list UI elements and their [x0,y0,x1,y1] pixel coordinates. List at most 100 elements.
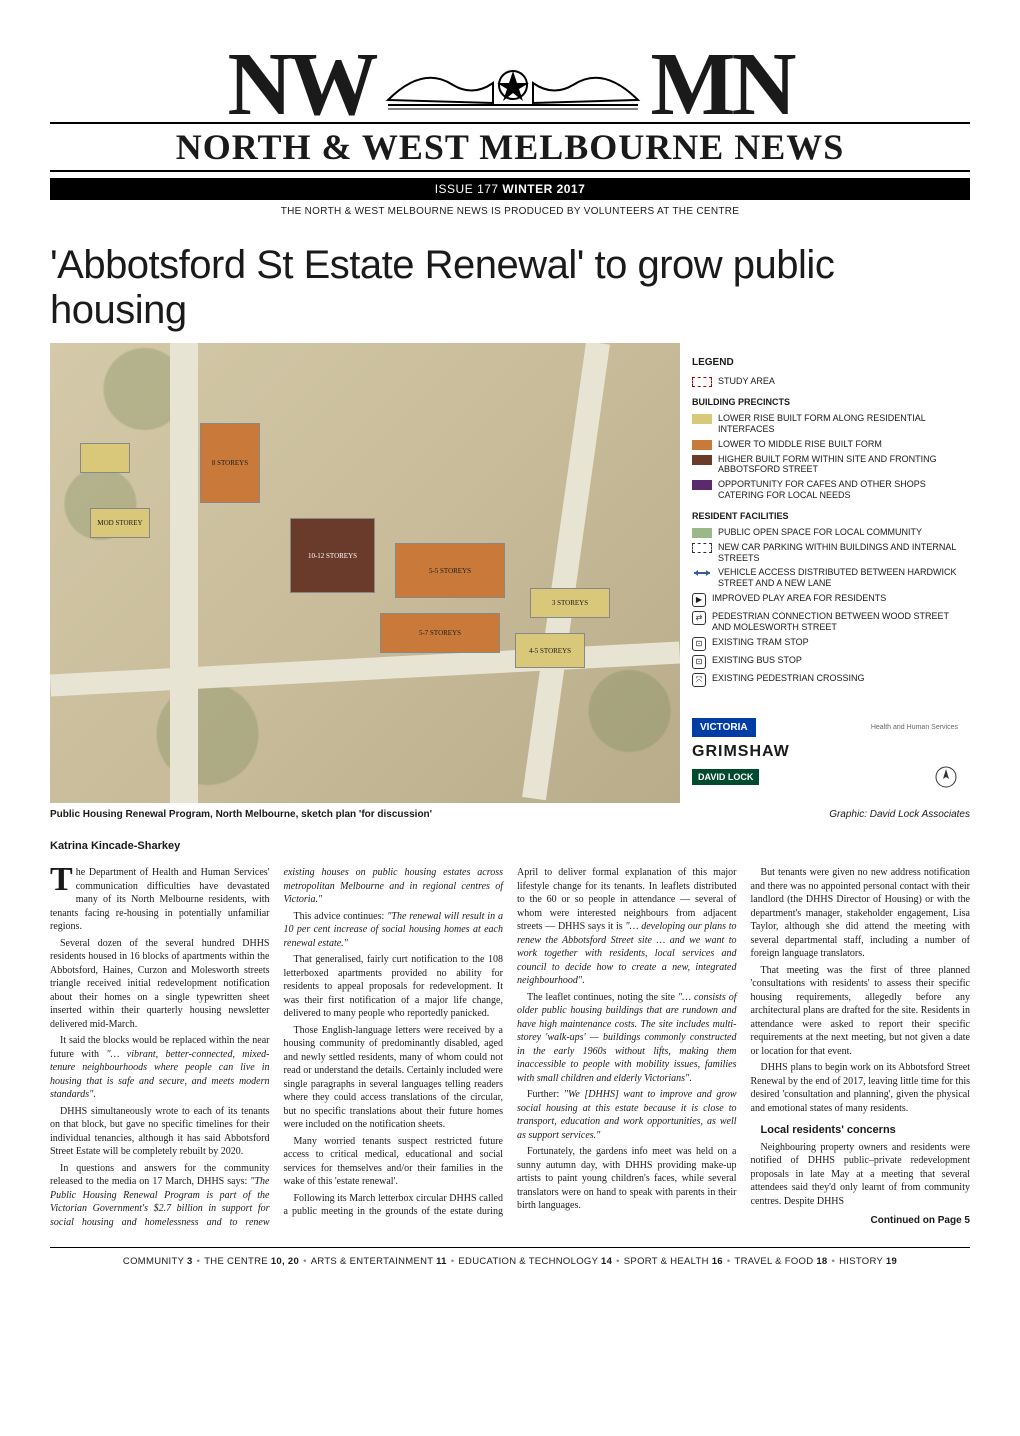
figure-caption: Public Housing Renewal Program, North Me… [50,809,432,820]
legend-section-precincts: BUILDING PRECINCTS [692,397,958,407]
plan-block: MOD STOREY [90,508,150,538]
logo-grimshaw: GRIMSHAW [692,743,958,761]
footer-separator: • [451,1256,455,1267]
article-paragraph: That meeting was the first of three plan… [751,964,971,1059]
legend-label: PEDESTRIAN CONNECTION BETWEEN WOOD STREE… [712,611,958,633]
legend-swatch-icon: ⇄ [692,611,706,625]
masthead-right-letters: MN [651,40,793,130]
legend-item: PUBLIC OPEN SPACE FOR LOCAL COMMUNITY [692,527,958,538]
figure-credit: Graphic: David Lock Associates [829,809,970,820]
legend-swatch-icon: ▶ [692,593,706,607]
footer-separator: • [727,1256,731,1267]
footer-section-link[interactable]: THE CENTRE 10, 20 [204,1256,299,1267]
masthead-ornament-icon [383,55,643,115]
footer-separator: • [303,1256,307,1267]
legend-label: EXISTING PEDESTRIAN CROSSING [712,673,865,684]
legend-swatch-icon [692,568,712,578]
footer-section-link[interactable]: HISTORY 19 [839,1256,897,1267]
footer-separator: • [616,1256,620,1267]
legend-label: EXISTING BUS STOP [712,655,802,666]
legend-swatch-icon [692,455,712,465]
masthead-left-letters: NW [228,40,375,130]
issue-bar: ISSUE 177 WINTER 2017 [50,178,970,200]
legend-item: ⊡ EXISTING BUS STOP [692,655,958,669]
legend-study-area: STUDY AREA [718,376,775,387]
article-paragraph: Many worried tenants suspect restricted … [284,1135,504,1189]
legend-label: LOWER RISE BUILT FORM ALONG RESIDENTIAL … [718,413,958,435]
article-paragraph: Those English-language letters were rece… [284,1024,504,1132]
footer-section-link[interactable]: TRAVEL & FOOD 18 [735,1256,828,1267]
article-paragraph: The Department of Health and Human Servi… [50,866,270,934]
legend-item: ⇄ PEDESTRIAN CONNECTION BETWEEN WOOD STRE… [692,611,958,633]
legend-label: IMPROVED PLAY AREA FOR RESIDENTS [712,593,886,604]
legend-item: LOWER RISE BUILT FORM ALONG RESIDENTIAL … [692,413,958,435]
legend-item: ⤧ EXISTING PEDESTRIAN CROSSING [692,673,958,687]
article-paragraph: But tenants were given no new address no… [751,866,971,961]
legend-item: VEHICLE ACCESS DISTRIBUTED BETWEEN HARDW… [692,567,958,589]
legend-item: NEW CAR PARKING WITHIN BUILDINGS AND INT… [692,542,958,564]
legend-section-facilities: RESIDENT FACILITIES [692,511,958,521]
issue-prefix: ISSUE 177 [435,182,503,196]
article-paragraph: This advice continues: "The renewal will… [284,910,504,951]
legend-item: OPPORTUNITY FOR CAFES AND OTHER SHOPS CA… [692,479,958,501]
legend-label: LOWER TO MIDDLE RISE BUILT FORM [718,439,882,450]
legend-label: NEW CAR PARKING WITHIN BUILDINGS AND INT… [718,542,958,564]
legend-panel: LEGEND STUDY AREA BUILDING PRECINCTS LOW… [680,343,970,803]
legend-label: HIGHER BUILT FORM WITHIN SITE AND FRONTI… [718,454,958,476]
masthead: NW MN NORTH & WEST MELBOURNE NEWS ISSUE … [50,40,970,231]
legend-swatch-icon [692,528,712,538]
footer-separator: • [832,1256,836,1267]
article-paragraph: Further: "We [DHHS] want to improve and … [517,1088,737,1142]
hero-figure: 8 STOREYS 10-12 STOREYS 5-5 STOREYS 5-7 STO… [50,343,970,832]
byline: Katrina Kincade-Sharkey [50,840,970,852]
footer-section-link[interactable]: SPORT & HEALTH 16 [624,1256,723,1267]
legend-title: LEGEND [692,357,958,368]
article-paragraph: Several dozen of the several hundred DHH… [50,937,270,1032]
footer-section-nav: COMMUNITY 3•THE CENTRE 10, 20•ARTS & ENT… [50,1247,970,1267]
article-paragraph: DHHS simultaneously wrote to each of its… [50,1105,270,1159]
legend-item: HIGHER BUILT FORM WITHIN SITE AND FRONTI… [692,454,958,476]
logo-victoria: VICTORIA [692,718,756,737]
issue-bold: WINTER 2017 [502,182,585,196]
north-arrow-icon [934,765,958,789]
article-paragraph: That generalised, fairly curt notificati… [284,953,504,1021]
logo-david-lock: DAVID LOCK [692,769,759,785]
masthead-title: NORTH & WEST MELBOURNE NEWS [50,122,970,172]
legend-item: LOWER TO MIDDLE RISE BUILT FORM [692,439,958,450]
footer-separator: • [197,1256,201,1267]
legend-swatch-icon: ⤧ [692,673,706,687]
legend-swatch-icon [692,414,712,424]
article-paragraph: Neighbouring property owners and residen… [751,1141,971,1209]
site-plan-illustration: 8 STOREYS 10-12 STOREYS 5-5 STOREYS 5-7 STO… [50,343,680,803]
article-body: The Department of Health and Human Servi… [50,866,970,1229]
plan-block [80,443,130,473]
legend-label: PUBLIC OPEN SPACE FOR LOCAL COMMUNITY [718,527,922,538]
legend-label: EXISTING TRAM STOP [712,637,809,648]
plan-block: 4-5 STOREYS [515,633,585,668]
article-paragraph: It said the blocks would be replaced wit… [50,1034,270,1102]
continued-label: Continued on Page 5 [751,1214,971,1228]
legend-swatch-icon [692,480,712,490]
legend-swatch-icon [692,543,712,553]
plan-block: 8 STOREYS [200,423,260,503]
footer-section-link[interactable]: COMMUNITY 3 [123,1256,193,1267]
article-subhead: Local residents' concerns [751,1123,971,1138]
tagline: THE NORTH & WEST MELBOURNE NEWS IS PRODU… [50,200,970,231]
legend-label: VEHICLE ACCESS DISTRIBUTED BETWEEN HARDW… [718,567,958,589]
legend-swatch-icon: ⊡ [692,655,706,669]
plan-block: 5-5 STOREYS [395,543,505,598]
article-paragraph: Fortunately, the gardens info meet was h… [517,1145,737,1213]
article-headline: 'Abbotsford St Estate Renewal' to grow p… [50,243,970,333]
plan-block: 3 STOREYS [530,588,610,618]
legend-item: ▶ IMPROVED PLAY AREA FOR RESIDENTS [692,593,958,607]
legend-label: OPPORTUNITY FOR CAFES AND OTHER SHOPS CA… [718,479,958,501]
legend-swatch-icon [692,440,712,450]
plan-block: 10-12 STOREYS [290,518,375,593]
footer-section-link[interactable]: EDUCATION & TECHNOLOGY 14 [458,1256,612,1267]
article-paragraph: The leaflet continues, noting the site "… [517,991,737,1086]
legend-swatch-icon: ⊡ [692,637,706,651]
footer-section-link[interactable]: ARTS & ENTERTAINMENT 11 [311,1256,447,1267]
article-paragraph: DHHS plans to begin work on its Abbotsfo… [751,1061,971,1115]
plan-block: 5-7 STOREYS [380,613,500,653]
legend-item: ⊡ EXISTING TRAM STOP [692,637,958,651]
